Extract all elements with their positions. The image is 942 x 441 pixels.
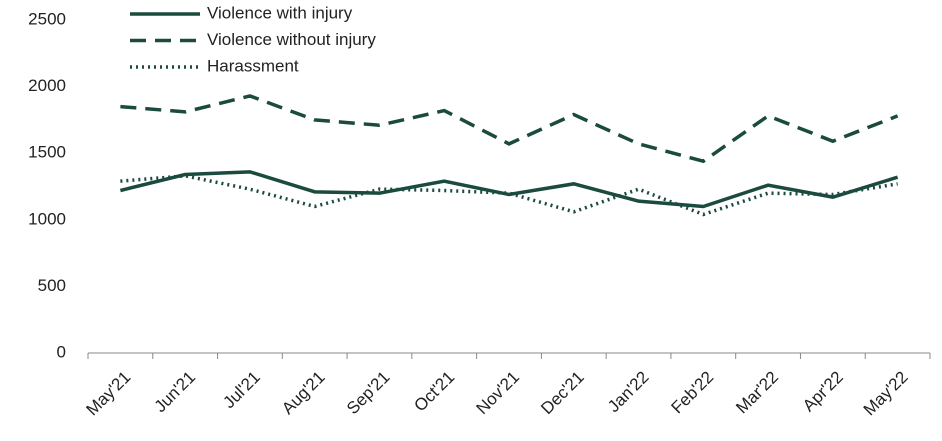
- x-tick-label: Mar'22: [732, 368, 782, 418]
- y-tick-label: 1000: [28, 209, 66, 228]
- x-tick-label: Nov'21: [473, 368, 523, 418]
- x-tick-label: Jul'21: [219, 368, 263, 412]
- x-tick-label: May'22: [860, 368, 912, 420]
- y-tick-label: 1500: [28, 143, 66, 162]
- series-line: [120, 94, 899, 164]
- x-tick-label: Apr'22: [799, 368, 847, 416]
- x-tick-label: Dec'21: [537, 368, 587, 418]
- x-tick-label: Jan'22: [604, 368, 652, 416]
- x-tick-label: May'21: [83, 368, 135, 420]
- series-line: [119, 170, 899, 209]
- legend-label: Violence with injury: [207, 3, 353, 22]
- x-tick-label: Feb'22: [667, 368, 717, 418]
- legend-label: Violence without injury: [207, 30, 376, 49]
- y-tick-label: 2000: [28, 76, 66, 95]
- x-tick-label: Jun'21: [151, 368, 199, 416]
- x-tick-label: Sep'21: [343, 368, 393, 418]
- y-tick-label: 0: [57, 342, 66, 361]
- legend-label: Harassment: [207, 56, 299, 75]
- x-tick-label: Aug'21: [278, 368, 328, 418]
- x-tick-label: Oct'21: [410, 368, 458, 416]
- y-tick-label: 500: [38, 276, 66, 295]
- y-tick-label: 2500: [28, 9, 66, 28]
